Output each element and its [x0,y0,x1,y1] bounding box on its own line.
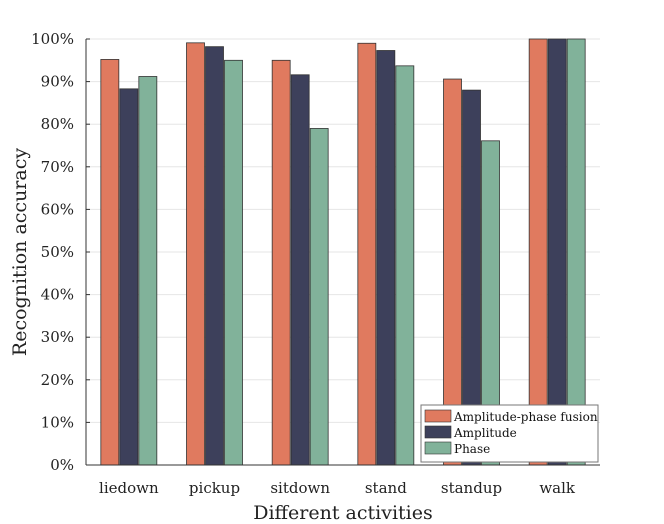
y-tick-label: 90% [41,73,74,91]
x-axis-title: Different activities [253,502,433,524]
y-tick-label: 20% [41,371,74,389]
bar-pickup-1 [205,46,224,466]
legend-label: Phase [454,442,490,456]
gridlines [86,38,600,466]
bar-liedown-0 [100,59,120,466]
y-axis-title: Recognition accuracy [9,148,31,356]
legend-swatch [424,441,452,455]
bar-liedown-1 [119,88,139,466]
legend-swatch [424,425,452,439]
legend-swatch [424,409,452,423]
y-tick-label: 10% [41,413,74,431]
axes [85,38,600,466]
y-tick-label: 30% [41,328,74,346]
y-tick-label: 70% [41,158,74,176]
x-tick-label: stand [365,479,407,497]
bar-pickup-2 [224,59,243,466]
bar-sitdown-0 [271,59,291,466]
x-tick-label: liedown [99,479,159,497]
y-tick-label: 0% [50,456,74,474]
bar-liedown-2 [138,76,158,466]
legend-label: Amplitude [453,426,517,440]
x-tick-label: walk [539,479,576,497]
bar-stand-2 [395,65,415,466]
bar-stand-1 [376,50,396,466]
bar-walk-1 [547,38,567,466]
bar-pickup-0 [186,42,205,466]
bar-stand-0 [357,42,377,466]
bar-sitdown-2 [309,128,329,466]
x-tick-label: sitdown [270,479,330,497]
bar-sitdown-1 [290,74,310,466]
y-tick-label: 40% [41,286,74,304]
y-tick-label: 100% [31,30,74,48]
x-tick-label: standup [441,479,502,497]
bar-walk-0 [528,38,548,466]
y-tick-label: 50% [41,243,74,261]
y-tick-label: 60% [41,200,74,218]
bar-walk-2 [566,38,586,466]
legend-label: Amplitude-phase fusion [453,410,598,424]
x-tick-label: pickup [189,479,240,497]
legend: Amplitude-phase fusion Amplitude Phase [420,404,599,463]
x-tick-labels: liedown pickup sitdown stand standup walk [99,479,576,497]
y-tick-label: 80% [41,115,74,133]
y-tick-labels: 0% 10% 20% 30% 40% 50% 60% 70% 80% 90% 100% [31,30,74,474]
